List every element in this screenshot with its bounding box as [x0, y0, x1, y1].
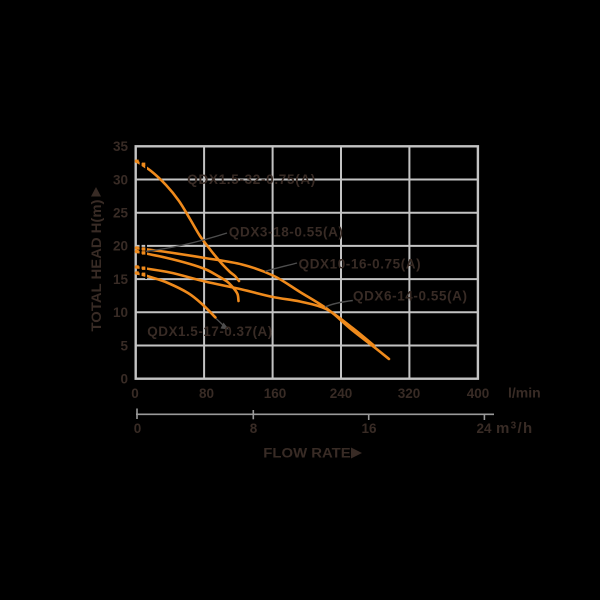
svg-text:5: 5	[120, 338, 128, 353]
svg-text:20: 20	[113, 239, 128, 254]
svg-text:m3/h: m3/h	[496, 420, 533, 437]
svg-text:QDX1.5-17-0.37(A): QDX1.5-17-0.37(A)	[147, 324, 272, 339]
svg-text:0: 0	[131, 386, 139, 401]
svg-text:8: 8	[250, 421, 258, 436]
svg-text:FLOW RATE: FLOW RATE	[263, 446, 350, 461]
svg-text:80: 80	[199, 386, 214, 401]
svg-text:l/min: l/min	[508, 385, 541, 401]
svg-text:15: 15	[113, 272, 129, 287]
svg-text:0: 0	[134, 421, 142, 436]
svg-text:400: 400	[467, 386, 490, 401]
svg-text:16: 16	[361, 421, 377, 436]
svg-text:24: 24	[476, 421, 492, 436]
svg-text:320: 320	[398, 386, 421, 401]
svg-text:TOTAL HEAD H(m): TOTAL HEAD H(m)	[89, 200, 104, 332]
svg-text:QDX6-14-0.55(A): QDX6-14-0.55(A)	[353, 288, 467, 303]
svg-text:QDX10-16-0.75(A): QDX10-16-0.75(A)	[299, 256, 421, 271]
svg-text:25: 25	[113, 206, 129, 221]
svg-text:0: 0	[120, 372, 128, 387]
svg-text:160: 160	[264, 386, 287, 401]
svg-text:10: 10	[113, 305, 128, 320]
svg-text:QDX1.5-32-0.75(A): QDX1.5-32-0.75(A)	[187, 172, 315, 187]
svg-text:35: 35	[113, 139, 129, 154]
svg-text:240: 240	[330, 386, 353, 401]
svg-text:QDX3-18-0.55(A): QDX3-18-0.55(A)	[229, 224, 343, 239]
svg-text:30: 30	[113, 172, 128, 187]
